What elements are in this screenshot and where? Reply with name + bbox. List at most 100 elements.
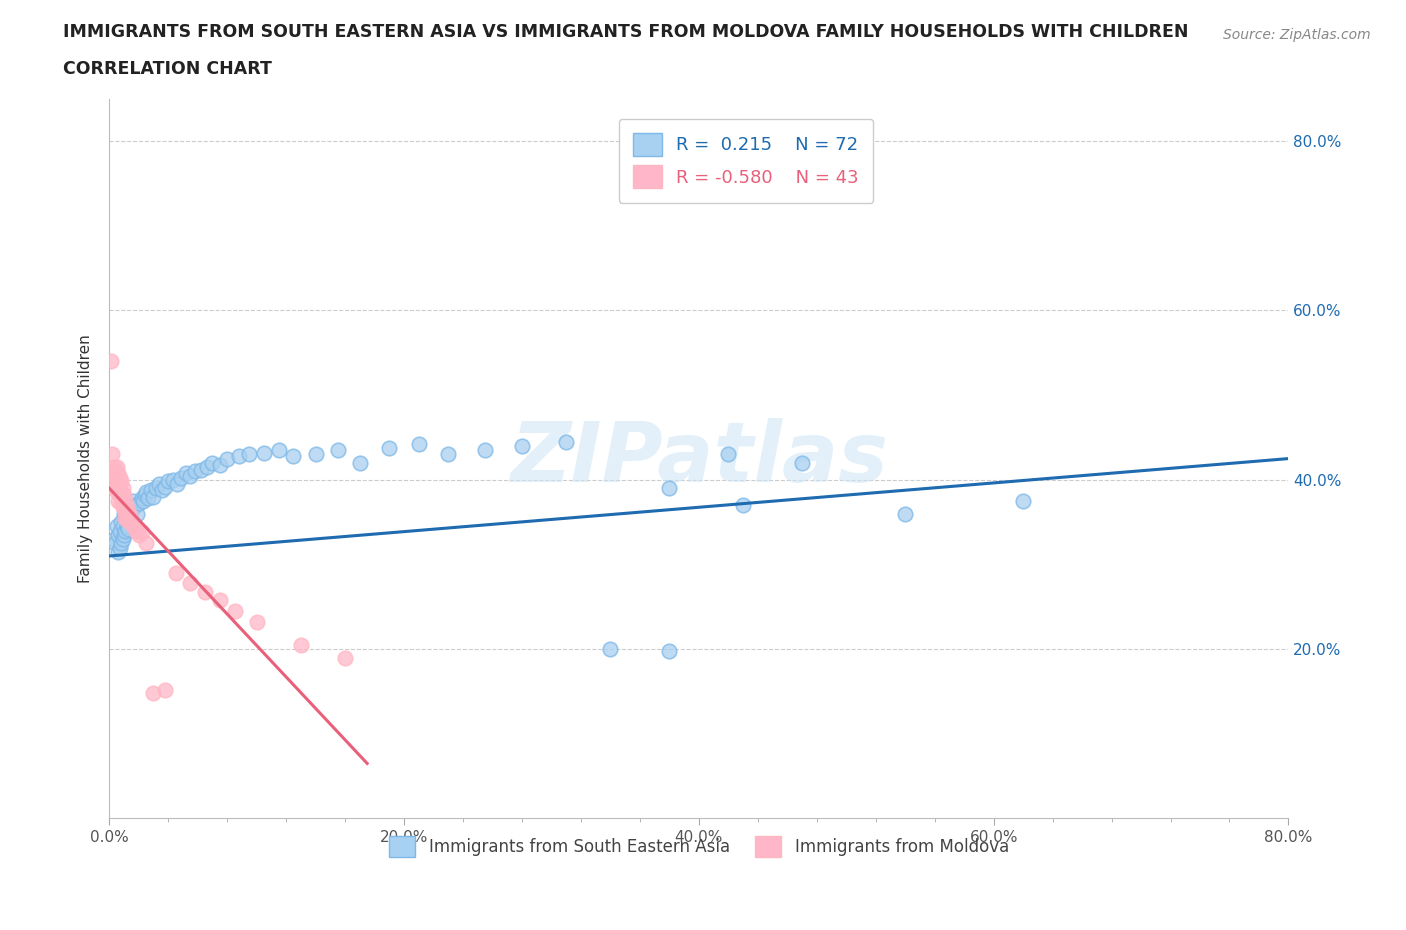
Point — [132, 494, 155, 509]
Point — [112, 527, 135, 542]
Point — [194, 584, 217, 599]
Point — [115, 513, 138, 528]
Point — [135, 536, 157, 551]
Point — [120, 513, 142, 528]
Point — [555, 434, 578, 449]
Point — [179, 468, 201, 483]
Point — [510, 438, 533, 453]
Point — [166, 476, 188, 491]
Text: Source: ZipAtlas.com: Source: ZipAtlas.com — [1223, 28, 1371, 42]
Point — [238, 447, 260, 462]
Point — [103, 459, 125, 474]
Point — [150, 483, 173, 498]
Point — [155, 683, 177, 698]
Point — [290, 637, 312, 652]
Point — [111, 499, 134, 514]
Point — [111, 481, 134, 496]
Point — [128, 527, 150, 542]
Point — [107, 544, 129, 559]
Point — [104, 464, 127, 479]
Point — [148, 476, 170, 491]
Point — [131, 491, 153, 506]
Point — [115, 502, 138, 517]
Y-axis label: Family Households with Children: Family Households with Children — [79, 334, 93, 583]
Point — [105, 485, 128, 500]
Point — [135, 485, 157, 500]
Point — [731, 498, 754, 512]
Point — [103, 532, 125, 547]
Point — [114, 494, 136, 509]
Point — [115, 519, 138, 534]
Point — [110, 536, 132, 551]
Point — [437, 447, 460, 462]
Point — [217, 451, 239, 466]
Point — [118, 508, 141, 523]
Point — [145, 481, 167, 496]
Text: ZIPatlas: ZIPatlas — [510, 418, 887, 499]
Point — [125, 524, 148, 538]
Point — [114, 511, 136, 525]
Point — [124, 499, 146, 514]
Point — [120, 514, 142, 529]
Point — [165, 565, 187, 580]
Point — [111, 532, 134, 547]
Point — [117, 508, 139, 523]
Point — [110, 474, 132, 489]
Point — [131, 525, 153, 539]
Point — [114, 511, 136, 525]
Point — [110, 514, 132, 529]
Point — [658, 481, 681, 496]
Point — [112, 506, 135, 521]
Point — [111, 519, 134, 534]
Point — [121, 519, 143, 534]
Point — [224, 604, 246, 618]
Point — [174, 466, 197, 481]
Point — [100, 353, 122, 368]
Point — [474, 443, 496, 458]
Point — [107, 494, 129, 509]
Point — [121, 494, 143, 509]
Point — [120, 504, 142, 519]
Point — [117, 504, 139, 519]
Point — [118, 499, 141, 514]
Point — [195, 459, 218, 474]
Point — [139, 483, 162, 498]
Point — [333, 650, 356, 665]
Point — [112, 502, 135, 517]
Point — [658, 644, 681, 658]
Point — [125, 498, 148, 512]
Point — [208, 592, 231, 607]
Point — [378, 440, 401, 455]
Point — [107, 479, 129, 494]
Point — [349, 456, 371, 471]
Point — [105, 472, 128, 487]
Point — [101, 464, 124, 479]
Point — [179, 576, 201, 591]
Point — [104, 481, 127, 496]
Point — [184, 464, 207, 479]
Point — [201, 456, 224, 471]
Point — [101, 447, 124, 462]
Point — [155, 479, 177, 494]
Point — [283, 448, 305, 463]
Point — [304, 447, 326, 462]
Point — [253, 445, 276, 460]
Point — [108, 471, 131, 485]
Text: CORRELATION CHART: CORRELATION CHART — [63, 60, 273, 78]
Point — [142, 685, 165, 700]
Point — [1012, 494, 1035, 509]
Point — [107, 527, 129, 542]
Point — [108, 524, 131, 538]
Point — [105, 459, 128, 474]
Point — [117, 522, 139, 537]
Point — [208, 457, 231, 472]
Point — [267, 443, 290, 458]
Point — [246, 615, 269, 630]
Text: IMMIGRANTS FROM SOUTH EASTERN ASIA VS IMMIGRANTS FROM MOLDOVA FAMILY HOUSEHOLDS : IMMIGRANTS FROM SOUTH EASTERN ASIA VS IM… — [63, 23, 1188, 41]
Point — [599, 642, 621, 657]
Legend: Immigrants from South Eastern Asia, Immigrants from Moldova: Immigrants from South Eastern Asia, Immi… — [382, 830, 1015, 864]
Point — [115, 499, 138, 514]
Point — [110, 496, 132, 511]
Point — [114, 524, 136, 538]
Point — [190, 462, 212, 477]
